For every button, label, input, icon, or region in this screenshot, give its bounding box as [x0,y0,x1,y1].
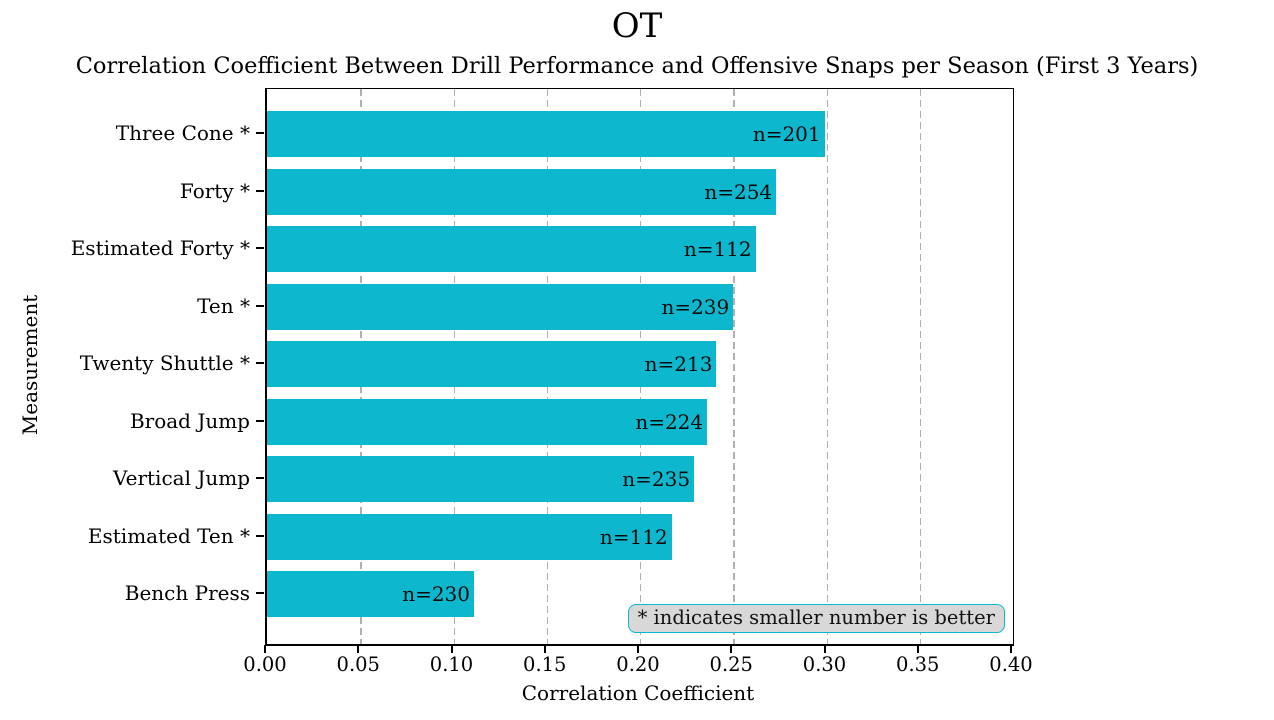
y-tick-mark [256,419,264,422]
bar-estimated-ten: n=112 [267,513,672,560]
bar-row: n=213 [267,341,1013,387]
bar-count-label: n=112 [683,237,752,261]
gridline-0.30 [826,89,828,644]
bar-estimated-forty: n=112 [267,226,756,272]
y-tick-label: Three Cone * [115,121,250,145]
y-tick-label: Ten * [197,293,250,318]
bar-bench-press: n=230 [267,571,474,617]
bar-row: n=112 [267,226,1013,272]
chart-title: OT [611,6,663,46]
y-tick-mark [256,534,264,537]
x-tick-mark [823,645,826,653]
y-tick-mark [256,362,264,364]
x-axis-label: Correlation Coefficient [521,681,755,705]
bar-three-cone: n=201 [267,111,825,157]
x-tick-label: 0.40 [989,653,1033,676]
y-tick-mark [256,477,264,479]
x-tick-label: 0.20 [616,653,660,676]
y-tick-mark [256,132,264,134]
bar-broad-jump: n=224 [267,398,708,445]
gridline-0.35 [919,89,922,644]
x-tick-label: 0.00 [243,653,287,676]
x-tick-label: 0.35 [896,653,940,676]
bar-row: n=254 [267,168,1013,215]
bar-twenty-shuttle: n=213 [267,341,717,387]
bar-row: n=239 [267,283,1013,330]
bar-count-label: n=254 [704,179,773,204]
x-tick-mark [916,645,919,653]
chart-subtitle: Correlation Coefficient Between Drill Pe… [75,53,1199,79]
x-tick-mark [357,645,360,653]
bar-row: n=230 [267,571,1013,617]
x-tick-mark [450,645,453,653]
y-tick-mark [256,304,264,307]
y-tick-mark [256,247,264,249]
y-tick-label: Estimated Ten * [87,523,250,548]
x-tick-mark [543,645,546,653]
x-tick-label: 0.10 [429,653,474,676]
x-tick-mark [637,645,639,653]
gridline-0.25 [733,89,735,644]
bar-ten: n=239 [267,283,734,330]
y-tick-label: Twenty Shuttle * [79,351,250,375]
bar-forty: n=254 [267,168,777,215]
x-tick-label: 0.25 [709,653,753,676]
x-tick-label: 0.15 [523,653,567,676]
bar-count-label: n=230 [402,582,470,606]
y-tick-label: Vertical Jump [113,466,250,490]
x-tick-mark [730,645,733,653]
bar-count-label: n=235 [622,467,691,491]
bar-row: n=201 [267,111,1013,157]
y-tick-label: Forty * [179,178,250,203]
bar-count-label: n=201 [752,122,821,146]
plot-area: n=201 n=254 n=112 n=239 n=213 n=224 n=235 n=112… [265,88,1014,646]
y-tick-label: Bench Press [124,581,250,605]
bar-count-label: n=224 [635,409,704,434]
bar-row: n=235 [267,456,1013,502]
bar-count-label: n=239 [661,294,730,319]
bar-row: n=224 [267,398,1013,445]
y-tick-mark [256,189,264,192]
bar-count-label: n=112 [599,524,668,549]
x-tick-mark [1010,645,1012,653]
bar-row: n=112 [267,513,1013,560]
x-tick-mark [264,645,266,653]
y-tick-label: Estimated Forty * [70,236,250,260]
y-tick-label: Broad Jump [129,408,250,433]
legend-annotation: * indicates smaller number is better [627,604,1005,633]
bar-vertical-jump: n=235 [267,456,695,502]
y-tick-mark [256,592,264,594]
bar-count-label: n=213 [644,352,713,376]
x-tick-label: 0.05 [336,653,380,676]
x-tick-label: 0.30 [802,653,847,676]
